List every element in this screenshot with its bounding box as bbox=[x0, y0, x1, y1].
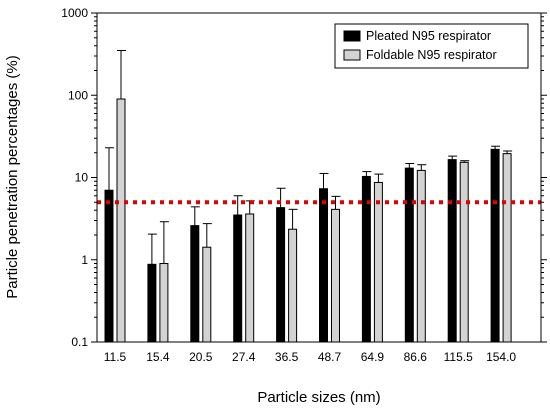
y-tick-label-2: 10 bbox=[75, 171, 89, 185]
y-tick-label-0: 0.1 bbox=[71, 335, 88, 349]
x-tick-label-36-5: 36.5 bbox=[275, 350, 299, 364]
bar-foldable-36-5 bbox=[288, 228, 298, 343]
legend-frame bbox=[334, 23, 529, 69]
bar-foldable-115-5 bbox=[459, 161, 469, 343]
bar-pleated-36-5 bbox=[276, 207, 286, 343]
bar-pleated-20-5 bbox=[190, 225, 200, 343]
x-tick-label-154-0: 154.0 bbox=[486, 350, 516, 364]
legend-label-pleated: Pleated N95 respirator bbox=[366, 29, 491, 43]
error-bars-layer bbox=[105, 50, 513, 265]
bar-pleated-15-4 bbox=[147, 263, 157, 343]
ticks-layer: 11.5 15.4 20.5 27.4 36.5 48.7 64.9 86.6 115.5 154… bbox=[61, 6, 547, 364]
x-tick-label-86-6: 86.6 bbox=[404, 350, 428, 364]
y-tick-label-1: 1 bbox=[81, 253, 88, 267]
bar-pleated-27-4 bbox=[233, 214, 243, 343]
x-tick-label-48-7: 48.7 bbox=[318, 350, 342, 364]
bar-foldable-15-4 bbox=[159, 263, 169, 343]
bar-foldable-86-6 bbox=[416, 169, 426, 343]
x-tick-label-11-5: 11.5 bbox=[104, 350, 127, 364]
x-tick-label-15-4: 15.4 bbox=[146, 350, 170, 364]
x-tick-label-20-5: 20.5 bbox=[189, 350, 213, 364]
legend-swatch-pleated bbox=[343, 30, 361, 42]
y-axis-title: Particle penetration percentages (%) bbox=[4, 55, 21, 298]
x-axis-title: Particle sizes (nm) bbox=[257, 389, 380, 406]
x-tick-label-64-9: 64.9 bbox=[361, 350, 385, 364]
bar-pleated-86-6 bbox=[404, 167, 414, 343]
bar-pleated-154-0 bbox=[490, 148, 500, 343]
legend: Pleated N95 respirator Foldable N95 resp… bbox=[334, 23, 529, 69]
y-tick-label-3: 100 bbox=[68, 88, 88, 102]
x-tick-label-115-5: 115.5 bbox=[444, 350, 473, 364]
legend-label-foldable: Foldable N95 respirator bbox=[366, 48, 497, 62]
bar-pleated-11-5 bbox=[104, 189, 114, 343]
bar-pleated-115-5 bbox=[447, 159, 457, 343]
bar-foldable-48-7 bbox=[331, 208, 340, 343]
bar-foldable-11-5 bbox=[116, 98, 126, 343]
x-tick-label-27-4: 27.4 bbox=[232, 350, 256, 364]
legend-swatch-foldable bbox=[343, 49, 361, 61]
bar-foldable-64-9 bbox=[373, 181, 383, 343]
bar-foldable-20-5 bbox=[202, 246, 212, 343]
y-tick-label-4: 1000 bbox=[61, 6, 88, 20]
bar-foldable-154-0 bbox=[502, 153, 512, 343]
bar-pleated-48-7 bbox=[319, 188, 328, 343]
bar-foldable-27-4 bbox=[245, 213, 255, 343]
bars-layer bbox=[104, 98, 512, 343]
